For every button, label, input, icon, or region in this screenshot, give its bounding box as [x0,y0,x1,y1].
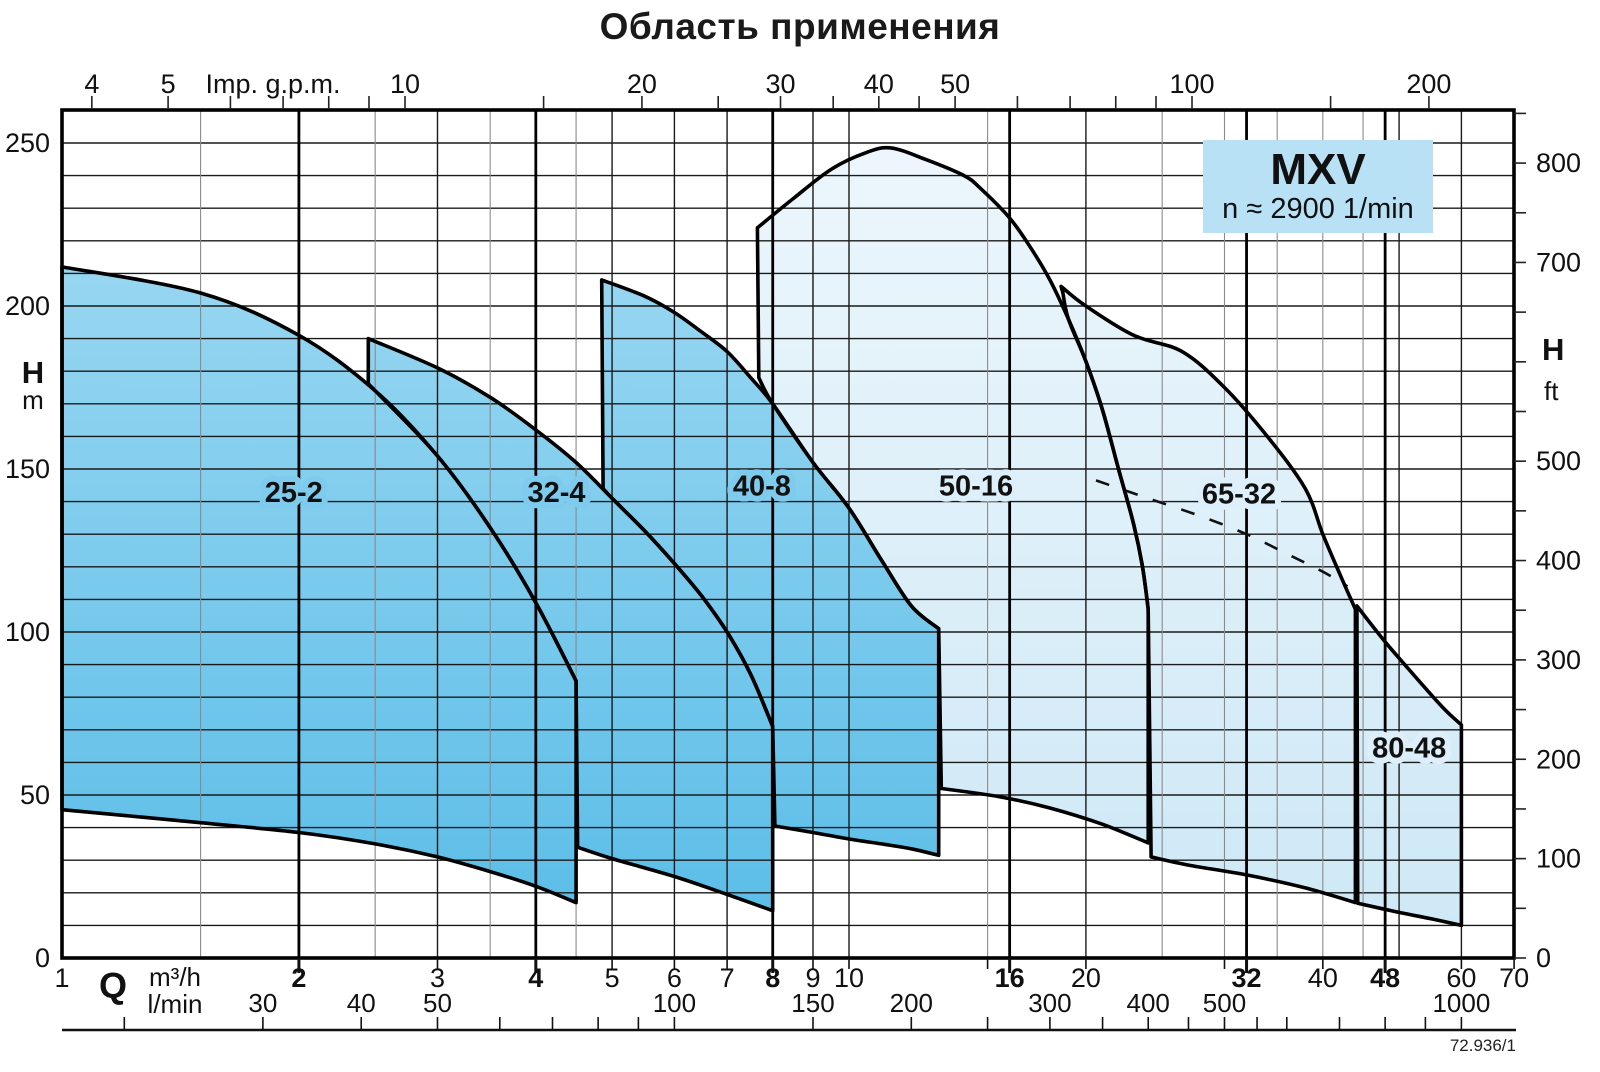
left-tick-label: 250 [5,128,50,158]
bottom-m3h-label: 4 [528,963,543,993]
right-tick-label: 200 [1536,744,1581,774]
top-tick-label: 40 [864,69,894,99]
left-tick-label: 100 [5,617,50,647]
left-tick-label: 50 [20,780,50,810]
bottom-lmin-label: 50 [423,988,452,1018]
right-tick-label: 700 [1536,247,1581,277]
bottom-m3h-label: 9 [805,963,820,993]
bottom-m3h-label: 32 [1232,963,1262,993]
region-50-16-fill [757,147,1149,843]
top-tick-label: 50 [940,69,970,99]
top-axis-unit: Imp. g.p.m. [205,69,340,99]
bottom-m3h-unit: m³/h [149,962,201,992]
left-tick-label: 0 [35,943,50,973]
top-tick-label: 4 [84,69,99,99]
legend-box: MXV n ≈ 2900 1/min [1203,140,1433,233]
bottom-lmin-label: 40 [347,988,376,1018]
dashed-boundary-line [1095,479,1349,588]
top-tick-label: 5 [161,69,176,99]
top-tick-label: 100 [1169,69,1214,99]
bottom-lmin-label: 400 [1127,988,1170,1018]
drawing-number: 72.936/1 [1449,1036,1516,1055]
right-tick-label: 400 [1536,546,1581,576]
left-axis: 0 50 100 150 200 250 Hm [5,128,50,973]
right-axis-title: H [1542,332,1564,367]
region-label-25-2: 25-2 [265,477,323,509]
page-title: Область применения [599,6,1001,47]
region-40-8-fill [601,279,939,856]
legend-model-label: MXV [1270,144,1366,194]
bottom-lmin-label: 150 [791,988,834,1018]
region-65-32-fill [1061,286,1356,903]
bottom-m3h-label: 40 [1308,963,1338,993]
region-label-40-8: 40-8 [733,470,791,502]
bottom-lmin-label: 300 [1028,988,1071,1018]
right-tick-label: 100 [1536,844,1581,874]
bottom-lmin-label: 1000 [1432,988,1490,1018]
top-tick-label: 20 [627,69,657,99]
bottom-m3h-label: 60 [1446,963,1476,993]
region-32-4-fill [367,338,773,911]
lmin-ruler: 30 40 50 100 150 200 300 400 500 1000 [62,988,1516,1032]
region-fill-layer [62,147,1462,926]
region-label-32-4: 32-4 [528,477,586,509]
bottom-m3h-label: 10 [834,963,864,993]
left-axis-unit: m [22,385,44,415]
region-label-80-48: 80-48 [1372,733,1446,765]
top-tick-label: 30 [765,69,795,99]
bottom-m3h-label: 20 [1071,963,1101,993]
bottom-m3h-label: 6 [667,963,682,993]
region-80-48-border [1355,604,1464,928]
region-80-48-fill [1356,605,1462,926]
bottom-m3h-label: 16 [995,963,1025,993]
left-tick-label: 200 [5,291,50,321]
bottom-lmin-unit: l/min [148,989,203,1019]
bottom-m3h-label: 48 [1370,963,1400,993]
bottom-m3h-label: 2 [291,963,306,993]
right-axis: 0 100 200 300 400 500 700 800 Hft [1514,112,1581,973]
plot-frame [60,108,1516,960]
top-axis: 4 5 10 20 30 40 50 100 200 Imp. g.p.m. [84,69,1451,109]
region-40-8-border [599,278,941,858]
region-border-layer [60,145,1464,928]
bottom-axis: 1 2 3 4 5 6 7 8 9 10 16 20 32 40 48 60 70 Q m³/hl/min [54,958,1529,1019]
right-axis-unit: ft [1544,376,1559,406]
region-label-layer: 25-2 32-4 40-8 50-16 65-32 80-48 [259,464,1453,770]
bottom-axis-title: Q [99,965,127,1006]
bottom-m3h-label: 7 [720,963,735,993]
bottom-lmin-label: 30 [248,988,277,1018]
right-tick-label: 300 [1536,645,1581,675]
right-tick-label: 800 [1536,148,1581,178]
legend-speed-label: n ≈ 2900 1/min [1222,192,1414,225]
top-tick-label: 10 [390,69,420,99]
bottom-m3h-label: 5 [605,963,620,993]
left-tick-label: 150 [5,454,50,484]
right-tick-label: 0 [1536,943,1551,973]
region-25-2-fill [62,266,577,903]
bottom-lmin-label: 100 [653,988,696,1018]
bottom-lmin-label: 200 [890,988,933,1018]
bottom-m3h-label: 70 [1499,963,1529,993]
top-tick-label: 200 [1406,69,1451,99]
region-label-50-16: 50-16 [939,470,1013,502]
bottom-m3h-label: 1 [54,963,69,993]
bottom-lmin-label: 500 [1203,988,1246,1018]
bottom-m3h-label: 3 [430,963,445,993]
bottom-m3h-label: 8 [765,963,780,993]
region-65-32-border [1059,284,1358,905]
right-tick-label: 500 [1536,446,1581,476]
left-axis-title: H [22,355,44,390]
region-label-65-32: 65-32 [1202,478,1276,510]
